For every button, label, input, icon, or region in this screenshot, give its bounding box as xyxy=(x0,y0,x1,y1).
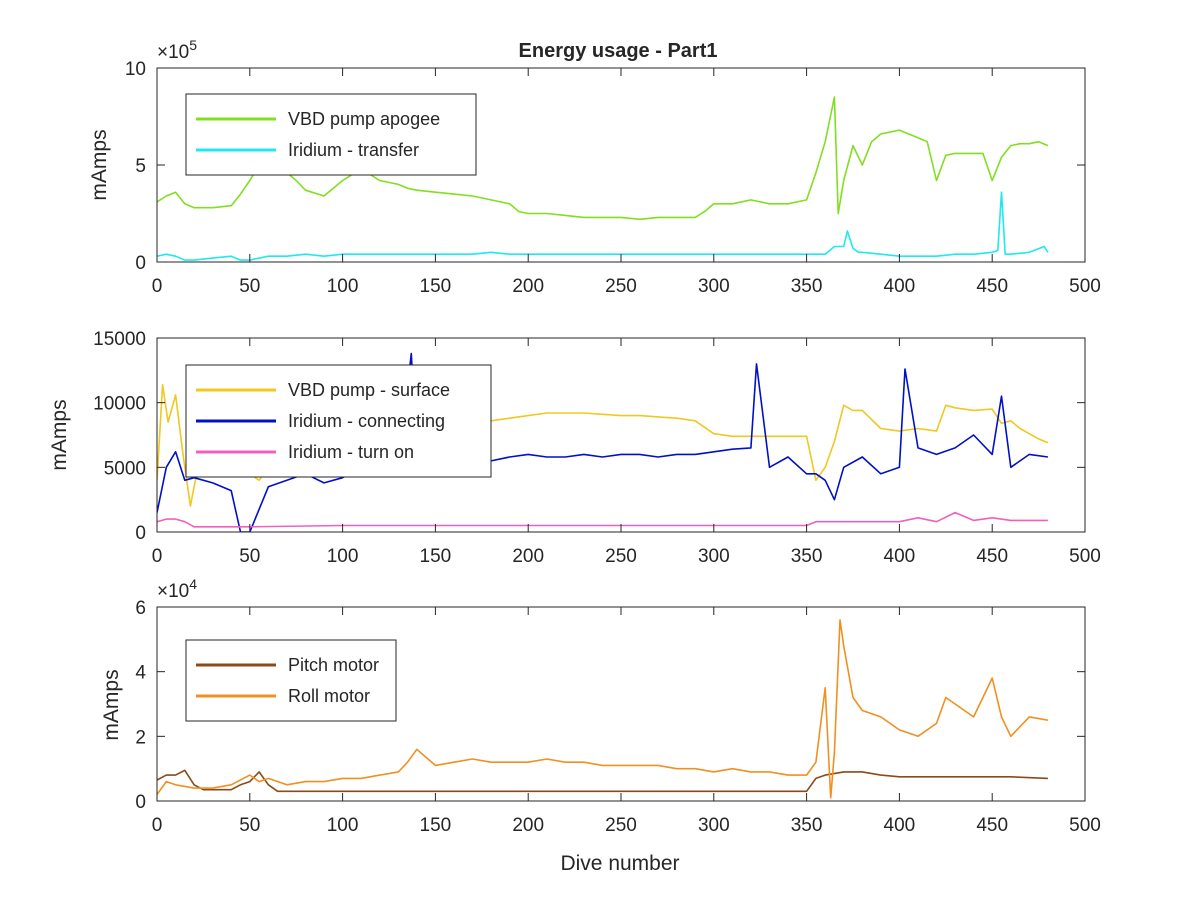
x-tick-label: 350 xyxy=(791,276,823,297)
x-tick-label: 450 xyxy=(976,815,1008,836)
legend-label: Roll motor xyxy=(288,686,370,706)
x-tick-label: 150 xyxy=(420,546,452,567)
series-line-iridium-turn-on xyxy=(157,511,1048,528)
x-tick-label: 350 xyxy=(791,815,823,836)
panel-middle-legend: VBD pump - surface Iridium - connecting Ir… xyxy=(185,364,492,478)
panel-middle: 0 50 100 150 200 250 300 350 400 450 5000500010000… xyxy=(48,329,1101,567)
x-tick-label: 250 xyxy=(605,546,637,567)
series-line-iridium-transfer xyxy=(157,191,1049,261)
panel-bottom-legend: Pitch motor Roll motor xyxy=(185,639,397,722)
axes-frame xyxy=(156,337,1086,533)
axes-frame xyxy=(156,67,1086,263)
x-tick-label: 300 xyxy=(698,815,730,836)
x-tick-label: 250 xyxy=(605,276,637,297)
x-tick-label: 200 xyxy=(512,546,544,567)
x-tick-label: 200 xyxy=(512,815,544,836)
panel-middle-ylabel: mAmps xyxy=(48,399,71,470)
y-tick-label: 4 xyxy=(135,663,146,684)
legend-label: VBD pump apogee xyxy=(288,109,440,129)
x-tick-label: 500 xyxy=(1069,276,1101,297)
panel-top-ticks: 0 50 100 150 200 250 300 350 400 450 500 0 5 10 xyxy=(125,59,1101,297)
x-tick-label: 450 xyxy=(976,546,1008,567)
x-tick-label: 0 xyxy=(152,815,163,836)
x-tick-label: 0 xyxy=(152,276,163,297)
panel-top-ylabel: mAmps xyxy=(88,129,111,200)
series-line-iridium-connecting xyxy=(157,352,1049,532)
x-axis-label: Dive number xyxy=(560,852,679,875)
x-tick-label: 350 xyxy=(791,546,823,567)
legend-label: Iridium - transfer xyxy=(288,140,419,160)
x-tick-label: 0 xyxy=(152,546,163,567)
legend-label: VBD pump - surface xyxy=(288,380,450,400)
x-tick-label: 100 xyxy=(327,276,359,297)
x-tick-label: 250 xyxy=(605,815,637,836)
legend-label: Iridium - turn on xyxy=(288,442,414,462)
x-tick-label: 400 xyxy=(884,276,916,297)
y-tick-label: 0 xyxy=(135,523,146,544)
legend-box xyxy=(185,639,397,722)
panel-top-legend: VBD pump apogee Iridium - transfer xyxy=(185,93,477,176)
legend-box xyxy=(185,93,477,176)
y-tick-label: 10000 xyxy=(93,394,146,415)
y-tick-label: 5 xyxy=(135,156,146,177)
x-tick-label: 200 xyxy=(512,276,544,297)
x-tick-label: 150 xyxy=(420,815,452,836)
x-tick-label: 400 xyxy=(884,546,916,567)
y-tick-label: 15000 xyxy=(93,329,146,350)
y-tick-label: 5000 xyxy=(104,458,146,479)
x-tick-label: 100 xyxy=(327,815,359,836)
panel-bottom-exponent: ×104 xyxy=(157,576,197,602)
x-tick-label: 400 xyxy=(884,815,916,836)
panel-bottom-plot-area xyxy=(157,619,1049,799)
series-line-pitch-motor xyxy=(157,769,1048,793)
x-tick-label: 100 xyxy=(327,546,359,567)
figure-title: Energy usage - Part1 xyxy=(519,40,718,62)
y-tick-label: 2 xyxy=(135,727,146,748)
y-tick-label: 0 xyxy=(135,792,146,813)
legend-label: Iridium - connecting xyxy=(288,411,445,431)
x-tick-label: 150 xyxy=(420,276,452,297)
x-tick-label: 450 xyxy=(976,276,1008,297)
panel-bottom-ylabel: mAmps xyxy=(100,669,123,740)
panel-top-exponent: ×105 xyxy=(157,37,197,63)
legend-label: Pitch motor xyxy=(288,655,379,675)
panel-middle-ticks: 0 50 100 150 200 250 300 350 400 450 5000500010000… xyxy=(93,329,1101,567)
x-tick-label: 500 xyxy=(1069,546,1101,567)
y-tick-label: 0 xyxy=(135,253,146,274)
x-tick-label: 50 xyxy=(239,815,260,836)
x-tick-label: 50 xyxy=(239,546,260,567)
x-tick-label: 500 xyxy=(1069,815,1101,836)
x-tick-label: 50 xyxy=(239,276,260,297)
x-tick-label: 300 xyxy=(698,276,730,297)
y-tick-label: 6 xyxy=(135,598,146,619)
axes-frame xyxy=(156,606,1086,802)
y-tick-label: 10 xyxy=(125,59,146,80)
series-line-roll-motor xyxy=(157,619,1049,799)
x-tick-label: 300 xyxy=(698,546,730,567)
